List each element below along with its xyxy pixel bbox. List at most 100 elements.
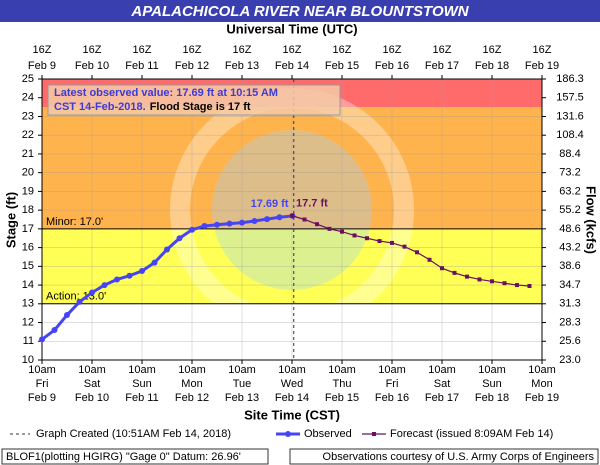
x2-tick-date: Feb 18 [475,60,509,72]
y2-tick-label: 38.6 [559,260,580,272]
x-tick-date: Feb 16 [375,392,409,404]
y-tick-label: 23 [22,110,34,122]
x2-tick-label: 16Z [483,44,502,56]
annotation-line: Latest observed value: 17.69 ft at 10:15… [54,87,278,99]
stage-label: Action: 13.0' [46,291,106,303]
y-tick-label: 17 [22,223,34,235]
y2-tick-label: 31.3 [559,298,580,310]
top-axis-title: Universal Time (UTC) [226,21,357,36]
x-tick-label: 10am [428,364,456,376]
y2-tick-label: 63.2 [559,185,580,197]
legend-forecast-dot [372,432,376,436]
x-tick-day: Thu [333,378,352,390]
x-tick-label: 10am [328,364,356,376]
x2-tick-date: Feb 12 [175,60,209,72]
x2-tick-date: Feb 19 [525,60,559,72]
y-tick-label: 12 [22,316,34,328]
x-tick-date: Feb 13 [225,392,259,404]
observed-point [114,276,120,283]
observed-point [201,223,208,230]
y2-axis-title: Flow (kcfs) [584,186,599,254]
legend-observed-dot [285,431,291,437]
y-tick-label: 15 [22,260,34,272]
x2-tick-date: Feb 11 [125,60,158,72]
x-tick-date: Feb 10 [75,392,109,404]
forecast-point [352,233,357,238]
x2-tick-label: 16Z [83,44,102,56]
forecast-point [427,257,432,262]
observed-point [214,221,220,228]
x2-tick-date: Feb 17 [425,60,459,72]
y-axis-title: Stage (ft) [3,192,18,248]
x-tick-day: Sun [132,378,152,390]
y-tick-label: 10 [22,354,34,366]
x-tick-date: Feb 11 [125,392,158,404]
x-tick-label: 10am [178,364,206,376]
series-line [291,215,530,287]
observed-point [226,220,233,227]
forecast-point [390,240,394,245]
legend: Graph Created (10:51AM Feb 14, 2018) Obse… [10,428,553,440]
observed-point [189,226,195,233]
y2-tick-label: 88.4 [559,148,580,160]
forecast-point [302,217,307,222]
observed-point [64,312,70,319]
observed-point [264,216,270,223]
x-tick-day: Sat [434,378,451,390]
x-tick-label: 10am [28,364,56,376]
x-tick-date: Feb 12 [175,392,209,404]
forecast-point [365,236,369,241]
observed-point [164,246,170,253]
y2-tick-label: 157.5 [556,92,584,104]
y2-tick-label: 186.3 [556,73,584,85]
forecast-point [415,250,419,255]
y-tick-label: 19 [22,185,34,197]
x2-tick-date: Feb 9 [28,60,56,72]
y2-tick-label: 23.0 [559,354,580,366]
x-tick-date: Feb 19 [525,392,559,404]
x2-tick-label: 16Z [383,44,402,56]
observed-point [51,327,58,334]
title-bar [0,0,600,22]
y-tick-label: 16 [22,242,34,254]
x2-tick-label: 16Z [133,44,152,56]
y2-tick-label: 34.7 [559,279,580,291]
x-tick-day: Mon [181,378,202,390]
footer-right: Observations courtesy of U.S. Army Corps… [323,451,595,463]
x2-tick-label: 16Z [183,44,202,56]
y2-tick-label: 108.4 [556,129,584,141]
y-tick-label: 21 [22,148,34,160]
y2-tick-label: 55.2 [559,204,580,216]
x-tick-day: Wed [281,378,303,390]
y-tick-label: 18 [22,204,34,216]
x-tick-date: Feb 15 [325,392,359,404]
stage-label: Minor: 17.0' [46,216,103,228]
footer-left-box [1,448,269,465]
forecast-point [490,279,494,284]
legend-forecast: Forecast (issued 8:09AM Feb 14) [390,428,553,440]
y2-tick-label: 131.6 [556,110,584,122]
x-tick-label: 10am [528,364,556,376]
x-tick-date: Feb 9 [28,392,56,404]
y-tick-label: 13 [22,298,34,310]
forecast-point [440,266,444,271]
x2-tick-date: Feb 16 [375,60,409,72]
x2-tick-label: 16Z [533,44,552,56]
forecast-point [515,283,519,288]
x2-tick-label: 16Z [33,44,52,56]
observed-point [276,214,283,221]
x2-tick-date: Feb 15 [325,60,359,72]
x-tick-label: 10am [128,364,156,376]
y-tick-label: 24 [22,92,34,104]
x2-tick-label: 16Z [433,44,452,56]
x-tick-day: Fri [36,378,49,390]
forecast-point [377,239,382,244]
x-tick-day: Tue [233,378,252,390]
last-value-label: 17.7 ft [296,198,328,210]
observed-point [239,219,245,226]
annotation-line: CST 14-Feb-2018. [54,101,146,113]
x-tick-label: 10am [378,364,406,376]
observed-point [151,259,158,266]
legend-observed: Observed [304,428,352,440]
forecast-point [477,277,482,282]
